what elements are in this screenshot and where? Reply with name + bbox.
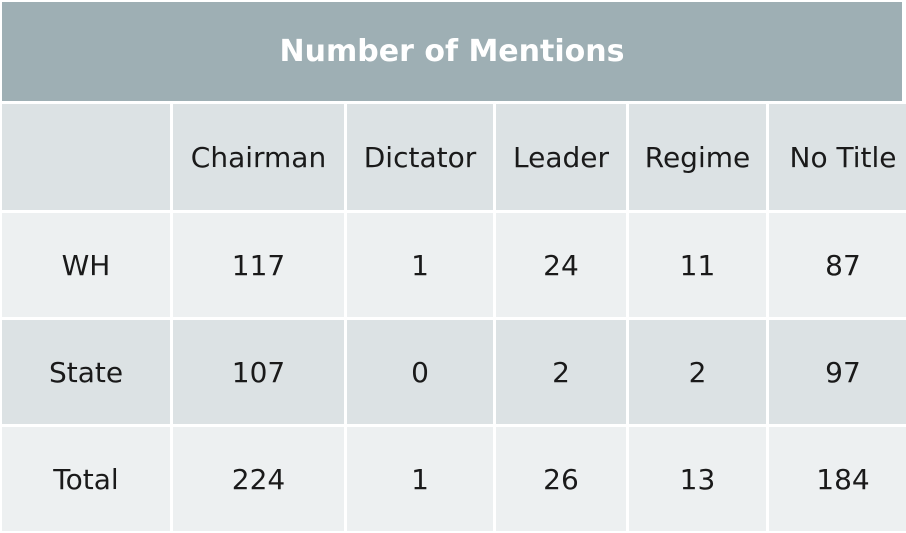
table-cell: 11 [629,213,766,317]
table-cell: 184 [769,427,906,531]
row-label: Total [2,427,170,531]
table-cell: 2 [496,320,626,424]
row-label: WH [2,213,170,317]
header-cell-dictator: Dictator [347,104,493,210]
table-cell: 13 [629,427,766,531]
header-cell-no-title: No Title [769,104,906,210]
table-cell: 1 [347,213,493,317]
header-cell-empty [2,104,170,210]
table-cell: 0 [347,320,493,424]
header-cell-regime: Regime [629,104,766,210]
header-cell-chairman: Chairman [173,104,344,210]
table-cell: 2 [629,320,766,424]
table-cell: 107 [173,320,344,424]
table-cell: 224 [173,427,344,531]
table-cell: 26 [496,427,626,531]
table-title: Number of Mentions [2,2,902,104]
table-cell: 97 [769,320,906,424]
table-cell: 87 [769,213,906,317]
table-grid: Chairman Dictator Leader Regime No Title… [2,104,906,531]
row-label: State [2,320,170,424]
table-cell: 117 [173,213,344,317]
table-cell: 1 [347,427,493,531]
header-cell-leader: Leader [496,104,626,210]
table-cell: 24 [496,213,626,317]
